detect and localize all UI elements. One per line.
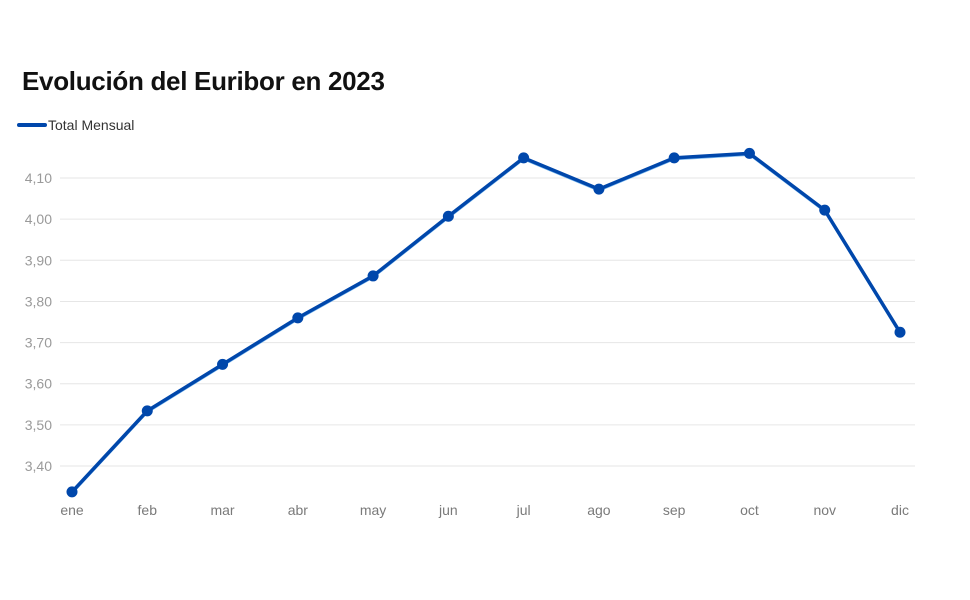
data-point[interactable] [518,152,530,164]
x-tick-label: jul [516,502,531,518]
data-point[interactable] [141,405,153,417]
series-line-shadow [71,153,901,495]
y-tick-label: 3,50 [25,417,52,433]
x-tick-label: mar [210,502,234,518]
x-tick-label: jun [438,502,458,518]
x-tick-label: ene [60,502,84,518]
y-tick-label: 3,70 [25,335,52,351]
legend[interactable]: Total Mensual [17,117,134,133]
series-line-group [66,147,906,498]
grid-lines [60,177,915,467]
x-tick-label: nov [813,502,836,518]
y-tick-label: 3,90 [25,252,52,268]
x-tick-label: abr [288,502,309,518]
y-axis-ticks: 3,40 3,50 3,60 3,70 3,80 3,90 4,00 4,10 [25,170,52,474]
data-point[interactable] [743,147,755,159]
x-tick-label: sep [663,502,686,518]
data-point[interactable] [292,312,304,324]
data-point[interactable] [668,152,680,164]
data-point[interactable] [442,210,454,222]
x-axis-ticks: ene feb mar abr may jun jul ago sep oct nov dic [60,502,909,518]
y-tick-label: 3,60 [25,376,52,392]
data-point[interactable] [593,183,605,195]
y-tick-label: 3,40 [25,458,52,474]
x-tick-label: may [360,502,386,518]
x-tick-label: oct [740,502,759,518]
y-tick-label: 4,10 [25,170,52,186]
data-point[interactable] [819,204,831,216]
x-tick-label: feb [138,502,158,518]
series-line [70,151,902,494]
data-point[interactable] [894,326,906,338]
data-point[interactable] [217,358,229,370]
x-tick-label: ago [587,502,611,518]
x-tick-label: dic [891,502,909,518]
legend-swatch [17,123,47,127]
y-tick-label: 4,00 [25,211,52,227]
legend-label: Total Mensual [48,117,135,133]
y-tick-label: 3,80 [25,293,52,309]
chart-title: Evolución del Euribor en 2023 [22,66,385,96]
data-point[interactable] [367,270,379,282]
data-point[interactable] [66,486,78,498]
